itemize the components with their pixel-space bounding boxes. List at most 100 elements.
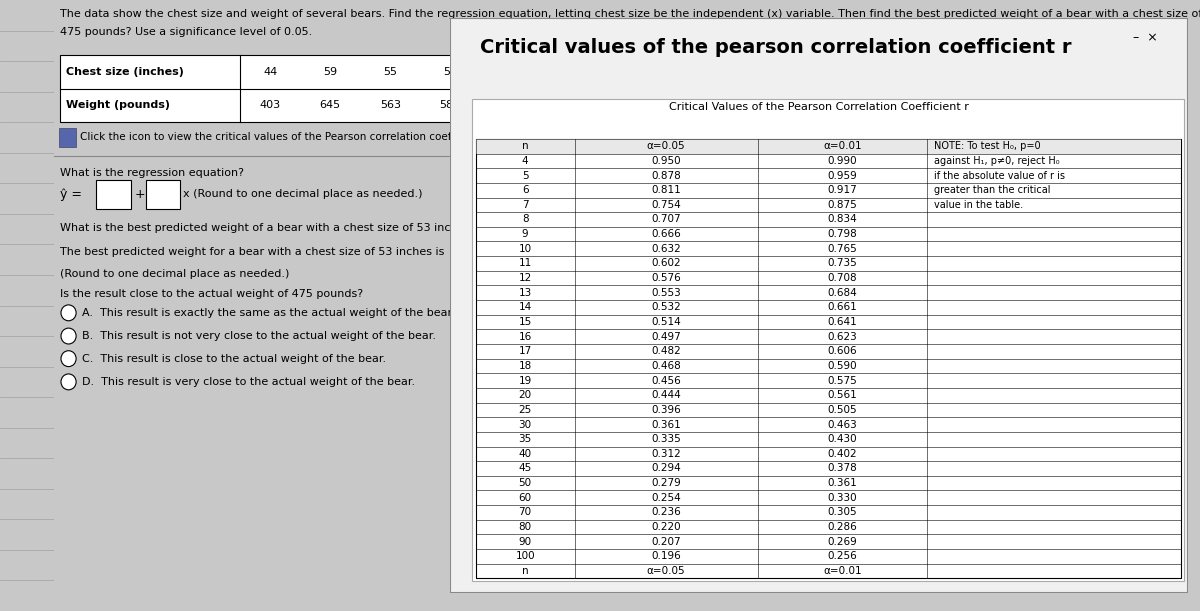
Text: 0.256: 0.256	[828, 551, 857, 562]
Text: 0.707: 0.707	[652, 214, 680, 224]
Text: 0.463: 0.463	[828, 420, 857, 430]
Text: 0.735: 0.735	[828, 258, 857, 268]
Text: 0.575: 0.575	[828, 376, 857, 386]
Text: Critical Values of the Pearson Correlation Coefficient r: Critical Values of the Pearson Correlati…	[670, 101, 968, 112]
FancyBboxPatch shape	[96, 180, 131, 209]
Circle shape	[61, 328, 76, 344]
Text: 0.708: 0.708	[828, 273, 857, 283]
Text: 0.286: 0.286	[828, 522, 857, 532]
Text: 0.623: 0.623	[828, 332, 857, 342]
Text: 100: 100	[515, 551, 535, 562]
Text: 563: 563	[379, 100, 401, 111]
Text: 0.236: 0.236	[652, 507, 680, 518]
Text: Critical values of the pearson correlation coefficient r: Critical values of the pearson correlati…	[480, 38, 1072, 57]
Text: x (Round to one decimal place as needed.): x (Round to one decimal place as needed.…	[184, 189, 422, 199]
Text: 0.505: 0.505	[828, 405, 857, 415]
Text: 0.305: 0.305	[828, 507, 857, 518]
Text: 403: 403	[259, 100, 281, 111]
Text: 0.279: 0.279	[652, 478, 680, 488]
Text: 57: 57	[503, 67, 517, 77]
Text: 0.834: 0.834	[828, 214, 857, 224]
Text: 0.361: 0.361	[828, 478, 857, 488]
Text: 0.335: 0.335	[652, 434, 680, 444]
Text: 548: 548	[499, 100, 521, 111]
Text: 44: 44	[563, 67, 577, 77]
Text: 0.950: 0.950	[652, 156, 680, 166]
Text: 11: 11	[518, 258, 532, 268]
Text: 0.482: 0.482	[652, 346, 680, 356]
FancyBboxPatch shape	[472, 99, 1184, 581]
Text: 59: 59	[323, 67, 337, 77]
Text: if the absolute value of r is: if the absolute value of r is	[935, 170, 1066, 181]
Text: Chest size (inches): Chest size (inches)	[66, 67, 184, 77]
Text: 0.754: 0.754	[652, 200, 680, 210]
Text: The best predicted weight for a bear with a chest size of 53 inches is: The best predicted weight for a bear wit…	[60, 247, 444, 257]
Text: 0.561: 0.561	[828, 390, 857, 400]
Text: 6: 6	[522, 185, 528, 195]
FancyBboxPatch shape	[146, 180, 180, 209]
Text: 0.606: 0.606	[828, 346, 857, 356]
Text: 0.196: 0.196	[652, 551, 680, 562]
Text: 0.959: 0.959	[828, 170, 857, 181]
Circle shape	[61, 305, 76, 321]
Text: 60: 60	[518, 492, 532, 503]
Text: 0.269: 0.269	[828, 536, 857, 547]
Text: –  ×: – ×	[1133, 31, 1158, 44]
Text: 80: 80	[518, 522, 532, 532]
Text: 0.666: 0.666	[652, 229, 680, 239]
Text: pounds.: pounds.	[518, 235, 563, 244]
Text: 0.661: 0.661	[828, 302, 857, 312]
Text: 0.294: 0.294	[652, 464, 680, 474]
Text: 14: 14	[518, 302, 532, 312]
Text: D.  This result is very close to the actual weight of the bear.: D. This result is very close to the actu…	[82, 377, 415, 387]
Text: 0.602: 0.602	[652, 258, 680, 268]
Text: 0.402: 0.402	[828, 449, 857, 459]
Text: 30: 30	[518, 420, 532, 430]
Text: 0.917: 0.917	[828, 185, 857, 195]
Bar	[60, 55, 630, 122]
Text: 587: 587	[439, 100, 461, 111]
Text: 0.641: 0.641	[828, 317, 857, 327]
Text: ⇄: ⇄	[604, 65, 614, 78]
Text: 0.684: 0.684	[828, 288, 857, 298]
FancyBboxPatch shape	[59, 128, 76, 147]
Text: α=0.05: α=0.05	[647, 141, 685, 152]
Text: 0.254: 0.254	[652, 492, 680, 503]
Text: B.  This result is not very close to the actual weight of the bear.: B. This result is not very close to the …	[82, 331, 436, 341]
Text: 17: 17	[518, 346, 532, 356]
Text: A.  This result is exactly the same as the actual weight of the bear.: A. This result is exactly the same as th…	[82, 308, 455, 318]
Text: 0.312: 0.312	[652, 449, 680, 459]
Text: 0.798: 0.798	[828, 229, 857, 239]
Text: 35: 35	[518, 434, 532, 444]
Text: 25: 25	[518, 405, 532, 415]
Text: 8: 8	[522, 214, 528, 224]
Text: α=0.01: α=0.01	[823, 141, 862, 152]
Circle shape	[61, 374, 76, 390]
Text: 0.497: 0.497	[652, 332, 680, 342]
Text: 16: 16	[518, 332, 532, 342]
Text: 0.514: 0.514	[652, 317, 680, 327]
Text: 90: 90	[518, 536, 532, 547]
Text: 0.361: 0.361	[652, 420, 680, 430]
Text: n: n	[522, 141, 528, 152]
Text: 59: 59	[443, 67, 457, 77]
Text: 0.396: 0.396	[652, 405, 680, 415]
Text: 0.553: 0.553	[652, 288, 680, 298]
Text: 7: 7	[522, 200, 528, 210]
Text: 70: 70	[518, 507, 532, 518]
Text: 0.632: 0.632	[652, 244, 680, 254]
Text: C.  This result is close to the actual weight of the bear.: C. This result is close to the actual we…	[82, 354, 386, 364]
Text: 0.456: 0.456	[652, 376, 680, 386]
Text: What is the regression equation?: What is the regression equation?	[60, 168, 244, 178]
Text: 0.765: 0.765	[828, 244, 857, 254]
Text: NOTE: To test H₀, p=0: NOTE: To test H₀, p=0	[935, 141, 1040, 152]
Text: The data show the chest size and weight of several bears. Find the regression eq: The data show the chest size and weight …	[60, 9, 1200, 19]
Text: 18: 18	[518, 361, 532, 371]
Text: α=0.01: α=0.01	[823, 566, 862, 576]
Text: 10: 10	[518, 244, 532, 254]
Text: 0.468: 0.468	[652, 361, 680, 371]
Text: 0.990: 0.990	[828, 156, 857, 166]
Text: 0.878: 0.878	[652, 170, 680, 181]
Text: α=0.05: α=0.05	[647, 566, 685, 576]
Text: 5: 5	[522, 170, 528, 181]
